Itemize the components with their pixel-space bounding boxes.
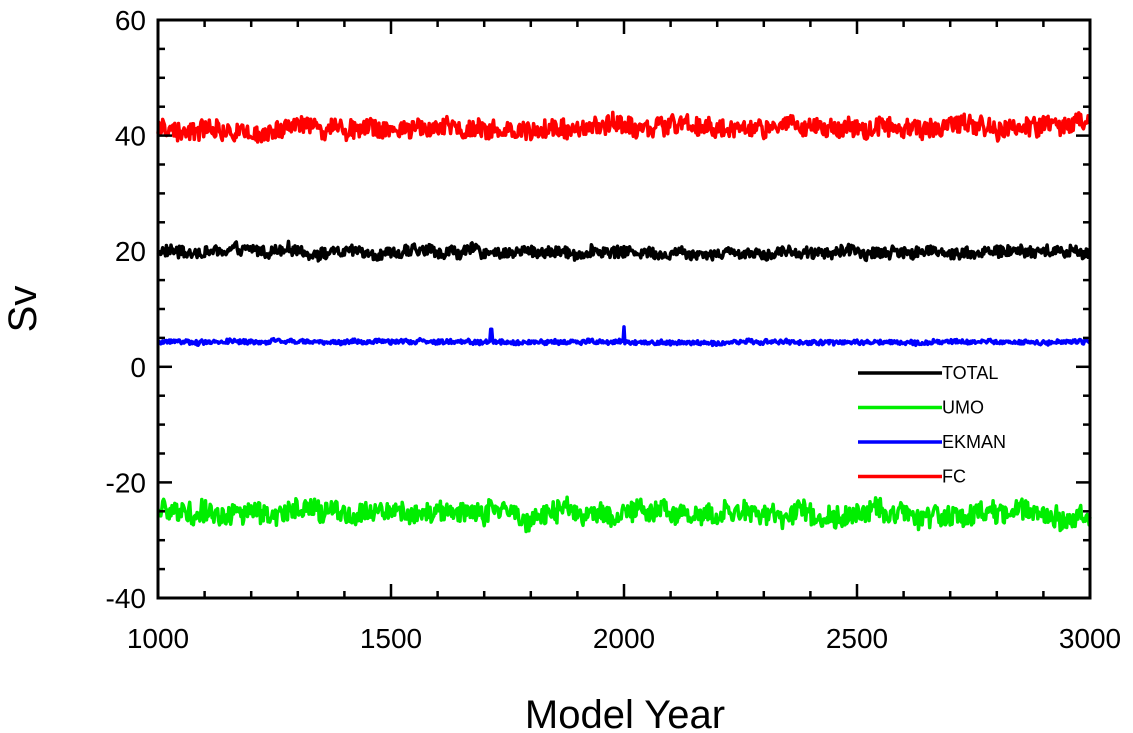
series-line-ekman [156, 325, 1092, 348]
legend-label-fc: FC [942, 467, 966, 487]
y-tick-label: -20 [106, 467, 146, 498]
legend-label-ekman: EKMAN [942, 432, 1006, 452]
legend-label-total: TOTAL [942, 363, 998, 383]
x-tick-label: 2000 [593, 623, 655, 654]
series-line-umo [156, 495, 1092, 534]
x-tick-label: 3000 [1059, 623, 1121, 654]
x-tick-label: 1000 [127, 623, 189, 654]
y-tick-label: 40 [115, 121, 146, 152]
y-tick-label: 60 [115, 5, 146, 36]
series-layer [156, 110, 1092, 534]
axes [156, 18, 1092, 600]
x-tick-label: 2500 [826, 623, 888, 654]
y-axis-title: Sv [1, 286, 45, 333]
x-tick-label: 1500 [360, 623, 422, 654]
x-axis-title: Model Year [525, 693, 725, 733]
y-tick-label: 0 [130, 352, 146, 383]
legend-label-umo: UMO [942, 398, 984, 418]
tick-labels: 1000 1500 2000 2500 3000 -40 -20 0 20 40 60 [106, 5, 1122, 654]
y-tick-label: 20 [115, 236, 146, 267]
y-tick-label: -40 [106, 583, 146, 614]
legend: TOTAL UMO EKMAN FC [858, 363, 1006, 487]
series-line-fc [156, 110, 1092, 144]
series-line-total [156, 239, 1092, 263]
